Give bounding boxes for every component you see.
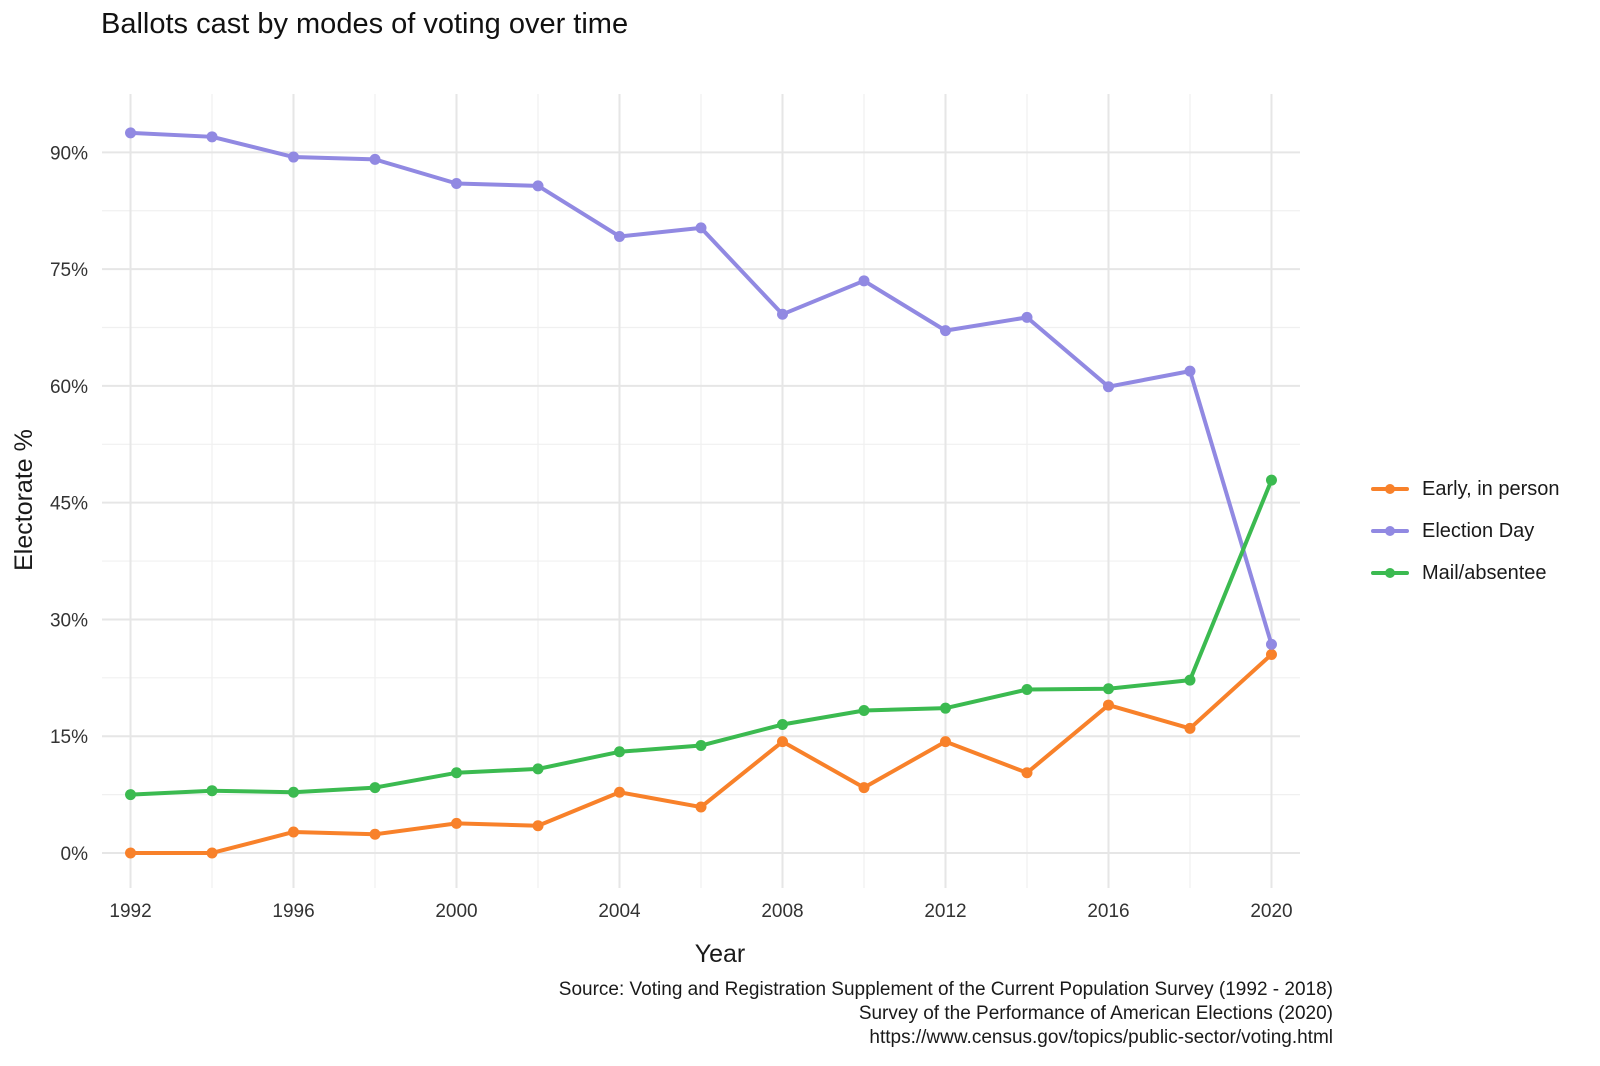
data-point-0: [1184, 722, 1196, 734]
x-tick-label: 1992: [109, 901, 151, 922]
data-point-0: [125, 847, 137, 859]
legend-label-early: Early, in person: [1422, 477, 1560, 500]
data-point-2: [1184, 674, 1196, 686]
x-tick-label: 2012: [924, 901, 966, 922]
y-tick-label: 45%: [50, 494, 88, 515]
data-point-1: [369, 153, 381, 165]
data-point-1: [858, 275, 870, 287]
major-gridlines: [102, 94, 1300, 888]
data-point-1: [695, 222, 707, 234]
data-point-0: [288, 826, 300, 838]
data-point-2: [1021, 684, 1033, 695]
x-tick-label: 2020: [1250, 901, 1292, 922]
data-point-0: [532, 820, 544, 832]
y-tick-label: 90%: [50, 143, 88, 164]
minor-gridlines: [102, 94, 1300, 888]
legend: Early, in person Election Day Mail/absen…: [1368, 468, 1559, 594]
data-point-1: [939, 325, 951, 337]
data-point-0: [695, 801, 707, 813]
x-tick-label: 2016: [1087, 901, 1129, 922]
data-point-0: [939, 736, 951, 748]
data-point-2: [451, 767, 463, 779]
legend-label-mail: Mail/absentee: [1422, 561, 1547, 584]
data-point-0: [369, 828, 381, 840]
data-point-1: [125, 127, 137, 139]
legend-label-election-day: Election Day: [1422, 519, 1535, 542]
data-point-2: [125, 789, 137, 801]
legend-key-early: [1368, 479, 1412, 499]
data-point-1: [776, 308, 788, 320]
data-point-0: [451, 817, 463, 829]
data-point-1: [1265, 638, 1277, 650]
x-tick-label: 2000: [435, 901, 477, 922]
y-tick-label: 0%: [61, 844, 89, 865]
data-point-1: [1021, 311, 1033, 323]
y-tick-label: 30%: [50, 610, 88, 631]
data-point-1: [451, 178, 463, 190]
x-tick-label: 1996: [272, 901, 314, 922]
data-point-0: [1265, 648, 1277, 660]
legend-item-election-day: Election Day: [1368, 510, 1559, 552]
x-axis-ticks: 1992 1996 2000 2004 2008 2012 2016 2020: [109, 901, 1292, 922]
data-point-0: [1102, 699, 1114, 711]
chart-title: Ballots cast by modes of voting over tim…: [101, 8, 629, 40]
data-point-2: [369, 782, 381, 794]
data-point-1: [532, 180, 544, 192]
data-point-1: [614, 230, 626, 242]
x-tick-label: 2004: [598, 901, 641, 922]
data-point-0: [858, 782, 870, 794]
legend-key-election-day: [1368, 521, 1412, 541]
data-point-0: [614, 786, 626, 798]
data-point-0: [776, 736, 788, 748]
source-caption: Source: Voting and Registration Suppleme…: [559, 978, 1333, 1050]
caption-line-1: Source: Voting and Registration Suppleme…: [558, 979, 1333, 1000]
legend-item-early: Early, in person: [1368, 468, 1559, 510]
data-point-2: [288, 786, 300, 798]
x-tick-label: 2008: [761, 901, 803, 922]
caption-line-2: Survey of the Performance of American El…: [858, 1003, 1333, 1024]
y-axis-ticks: 0% 15% 30% 45% 60% 75% 90%: [50, 143, 88, 865]
data-point-0: [206, 847, 218, 859]
data-point-1: [206, 131, 218, 143]
caption-line-3: https://www.census.gov/topics/public-sec…: [869, 1027, 1333, 1048]
data-point-2: [1265, 474, 1277, 486]
data-point-2: [614, 746, 626, 758]
data-point-1: [1102, 381, 1114, 393]
data-point-2: [939, 702, 951, 714]
data-point-2: [776, 719, 788, 731]
legend-key-mail: [1368, 563, 1412, 583]
data-point-1: [1184, 365, 1196, 377]
y-axis-label: Electorate %: [10, 429, 38, 571]
data-point-2: [695, 740, 707, 752]
data-point-2: [532, 763, 544, 775]
y-tick-label: 15%: [50, 727, 88, 748]
data-point-2: [1102, 683, 1114, 695]
legend-item-mail: Mail/absentee: [1368, 552, 1559, 594]
y-tick-label: 75%: [50, 260, 88, 281]
data-point-0: [1021, 767, 1033, 779]
y-tick-label: 60%: [50, 377, 88, 398]
data-point-2: [858, 705, 870, 717]
series-lines: [125, 127, 1277, 859]
x-axis-label: Year: [695, 940, 746, 968]
data-point-1: [288, 151, 300, 163]
data-point-2: [206, 785, 218, 797]
